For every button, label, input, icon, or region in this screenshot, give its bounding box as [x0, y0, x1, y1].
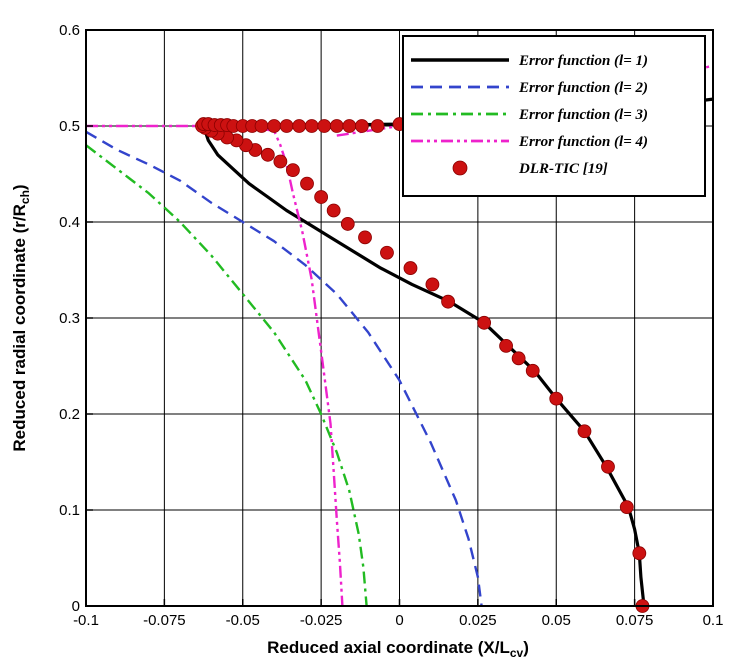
x-axis-title-main: Reduced axial coordinate (X/L: [267, 638, 510, 657]
series-2-line: [85, 130, 483, 607]
data-point: [632, 546, 647, 561]
data-point: [286, 163, 300, 178]
data-point: [601, 459, 615, 474]
data-point: [499, 338, 513, 353]
data-point: [279, 119, 294, 133]
x-tick-label: 0: [395, 612, 403, 629]
y-axis-title-main: Reduced radial coordinate (r/R: [10, 204, 29, 452]
y-tick-label: 0.1: [59, 502, 80, 519]
data-point: [358, 230, 372, 245]
data-point: [326, 203, 341, 218]
y-tick-label: 0.3: [59, 310, 80, 327]
legend-marker: [452, 160, 468, 176]
x-tick-label: -0.05: [226, 612, 260, 629]
y-tick-label: 0.4: [59, 214, 80, 231]
y-tick-label: 0: [72, 598, 80, 615]
data-point: [273, 154, 288, 169]
data-point: [425, 277, 440, 292]
series-4-line: [86, 124, 344, 607]
data-point: [292, 119, 307, 133]
y-tick-label: 0.2: [59, 406, 80, 423]
ticks: [85, 29, 714, 607]
data-point: [317, 119, 332, 133]
legend-label: Error function (l= 3): [518, 107, 648, 123]
series-3-line: [85, 144, 368, 607]
x-axis-title: Reduced axial coordinate (X/Lcv): [267, 638, 529, 660]
data-point: [267, 119, 282, 133]
y-axis-title-end: ): [10, 184, 29, 190]
tick-labels: -0.1 -0.075 -0.05 -0.025 0 0.025 0.05 0.075 0.1 0…: [59, 22, 723, 629]
y-tick-label: 0.6: [59, 22, 80, 39]
data-point: [511, 351, 526, 366]
data-point: [577, 424, 592, 439]
x-axis-title-end: ): [523, 638, 529, 657]
data-point: [342, 119, 357, 133]
legend-label: Error function (l= 1): [518, 53, 648, 69]
data-point: [314, 190, 329, 204]
legend-label: DLR-TIC [19]: [518, 161, 608, 177]
data-point: [403, 261, 418, 275]
legend: Error function (l= 1) Error function (l= …: [402, 35, 706, 197]
data-point: [441, 294, 455, 309]
x-tick-label: 0.075: [616, 612, 654, 629]
data-point: [254, 119, 269, 133]
data-point: [329, 119, 344, 133]
data-point: [260, 147, 275, 162]
data-point: [300, 176, 314, 191]
y-axis-title: Reduced radial coordinate (r/Rch): [10, 184, 32, 451]
data-point: [304, 119, 319, 133]
data-point: [340, 217, 355, 231]
data-point: [354, 119, 369, 133]
x-tick-label: 0.05: [542, 612, 571, 629]
y-tick-label: 0.5: [59, 118, 80, 135]
y-axis-title-sub: ch: [18, 190, 32, 204]
x-tick-label: -0.1: [73, 612, 99, 629]
data-point: [370, 119, 385, 133]
data-point: [525, 363, 540, 378]
data-point: [619, 500, 634, 515]
data-point: [477, 315, 492, 330]
x-tick-label: -0.025: [300, 612, 343, 629]
legend-label: Error function (l= 4): [518, 134, 648, 150]
x-tick-label: 0.025: [459, 612, 497, 629]
data-point: [380, 245, 394, 260]
x-tick-label: 0.1: [703, 612, 724, 629]
x-axis-title-sub: cv: [510, 646, 524, 660]
data-point: [549, 391, 564, 406]
x-tick-label: -0.075: [143, 612, 186, 629]
legend-label: Error function (l= 2): [518, 80, 648, 96]
